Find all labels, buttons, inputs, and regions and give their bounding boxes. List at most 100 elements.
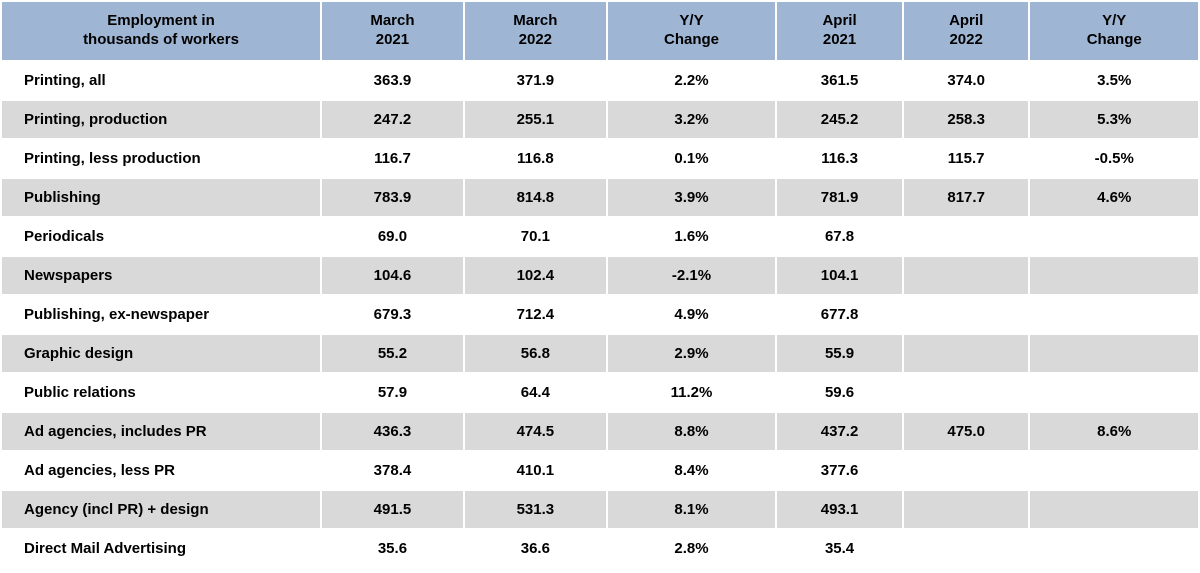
row-label: Printing, all [1, 61, 321, 100]
table-row: Publishing, ex-newspaper679.3712.44.9%67… [1, 295, 1199, 334]
col-label: Employment in thousands of workers [1, 1, 321, 61]
table-header-row: Employment in thousands of workers March… [1, 1, 1199, 61]
cell-a2021: 493.1 [776, 490, 903, 529]
col-m2022-l2: 2022 [519, 31, 552, 48]
cell-a2022 [903, 451, 1030, 490]
col-april-2022: April 2022 [903, 1, 1030, 61]
col-yy2-l2: Change [1087, 31, 1142, 48]
cell-yy2: -0.5% [1029, 139, 1199, 178]
cell-a2022: 374.0 [903, 61, 1030, 100]
table-row: Ad agencies, less PR378.4410.18.4%377.6 [1, 451, 1199, 490]
cell-yy1: 3.2% [607, 100, 776, 139]
cell-a2021: 55.9 [776, 334, 903, 373]
row-label: Ad agencies, less PR [1, 451, 321, 490]
table-row: Graphic design55.256.82.9%55.9 [1, 334, 1199, 373]
row-label: Printing, production [1, 100, 321, 139]
cell-a2021: 67.8 [776, 217, 903, 256]
col-a2022-l2: 2022 [949, 31, 982, 48]
cell-yy2: 5.3% [1029, 100, 1199, 139]
cell-m2022: 814.8 [464, 178, 607, 217]
col-a2021-l2: 2021 [823, 31, 856, 48]
table-row: Newspapers104.6102.4-2.1%104.1 [1, 256, 1199, 295]
cell-yy1: 0.1% [607, 139, 776, 178]
table-row: Ad agencies, includes PR436.3474.58.8%43… [1, 412, 1199, 451]
cell-m2021: 35.6 [321, 529, 464, 568]
col-yy2-l1: Y/Y [1102, 12, 1126, 29]
cell-yy2 [1029, 529, 1199, 568]
col-yy1-l2: Change [664, 31, 719, 48]
cell-yy1: 2.8% [607, 529, 776, 568]
cell-m2021: 69.0 [321, 217, 464, 256]
cell-a2022 [903, 295, 1030, 334]
col-m2021-l1: March [370, 12, 414, 29]
cell-yy2 [1029, 334, 1199, 373]
row-label: Graphic design [1, 334, 321, 373]
cell-yy1: 1.6% [607, 217, 776, 256]
cell-yy1: 4.9% [607, 295, 776, 334]
cell-m2021: 783.9 [321, 178, 464, 217]
col-label-l1: Employment in [107, 12, 215, 29]
col-yy-change-1: Y/Y Change [607, 1, 776, 61]
cell-m2022: 371.9 [464, 61, 607, 100]
row-label: Printing, less production [1, 139, 321, 178]
row-label: Direct Mail Advertising [1, 529, 321, 568]
col-march-2022: March 2022 [464, 1, 607, 61]
cell-yy1: 11.2% [607, 373, 776, 412]
col-a2021-l1: April [822, 12, 856, 29]
cell-yy1: 2.9% [607, 334, 776, 373]
cell-a2021: 104.1 [776, 256, 903, 295]
col-m2021-l2: 2021 [376, 31, 409, 48]
cell-a2021: 677.8 [776, 295, 903, 334]
cell-m2022: 36.6 [464, 529, 607, 568]
cell-m2022: 410.1 [464, 451, 607, 490]
col-a2022-l1: April [949, 12, 983, 29]
col-yy1-l1: Y/Y [679, 12, 703, 29]
cell-a2022: 817.7 [903, 178, 1030, 217]
cell-yy1: 8.8% [607, 412, 776, 451]
cell-a2022: 115.7 [903, 139, 1030, 178]
cell-yy1: 8.1% [607, 490, 776, 529]
cell-m2022: 64.4 [464, 373, 607, 412]
cell-a2022: 258.3 [903, 100, 1030, 139]
table-row: Agency (incl PR) + design491.5531.38.1%4… [1, 490, 1199, 529]
cell-m2021: 679.3 [321, 295, 464, 334]
cell-a2021: 35.4 [776, 529, 903, 568]
row-label: Agency (incl PR) + design [1, 490, 321, 529]
table-row: Printing, all363.9371.92.2%361.5374.03.5… [1, 61, 1199, 100]
row-label: Periodicals [1, 217, 321, 256]
table-row: Periodicals69.070.11.6%67.8 [1, 217, 1199, 256]
row-label: Newspapers [1, 256, 321, 295]
cell-yy1: 3.9% [607, 178, 776, 217]
cell-a2022 [903, 490, 1030, 529]
cell-m2021: 436.3 [321, 412, 464, 451]
cell-m2022: 531.3 [464, 490, 607, 529]
row-label: Ad agencies, includes PR [1, 412, 321, 451]
row-label: Publishing [1, 178, 321, 217]
cell-m2021: 104.6 [321, 256, 464, 295]
table-row: Printing, less production116.7116.80.1%1… [1, 139, 1199, 178]
cell-yy2 [1029, 295, 1199, 334]
cell-yy2 [1029, 256, 1199, 295]
cell-yy1: -2.1% [607, 256, 776, 295]
cell-m2022: 56.8 [464, 334, 607, 373]
cell-m2022: 255.1 [464, 100, 607, 139]
cell-m2021: 378.4 [321, 451, 464, 490]
cell-a2022: 475.0 [903, 412, 1030, 451]
cell-m2022: 102.4 [464, 256, 607, 295]
row-label: Publishing, ex-newspaper [1, 295, 321, 334]
cell-m2021: 55.2 [321, 334, 464, 373]
cell-m2021: 363.9 [321, 61, 464, 100]
table-row: Publishing783.9814.83.9%781.9817.74.6% [1, 178, 1199, 217]
cell-yy2: 3.5% [1029, 61, 1199, 100]
cell-m2022: 116.8 [464, 139, 607, 178]
cell-a2021: 437.2 [776, 412, 903, 451]
cell-a2022 [903, 529, 1030, 568]
cell-a2022 [903, 217, 1030, 256]
cell-a2021: 361.5 [776, 61, 903, 100]
cell-yy2 [1029, 217, 1199, 256]
cell-m2022: 474.5 [464, 412, 607, 451]
cell-a2021: 377.6 [776, 451, 903, 490]
employment-table: Employment in thousands of workers March… [0, 0, 1200, 569]
cell-a2021: 116.3 [776, 139, 903, 178]
cell-yy1: 2.2% [607, 61, 776, 100]
